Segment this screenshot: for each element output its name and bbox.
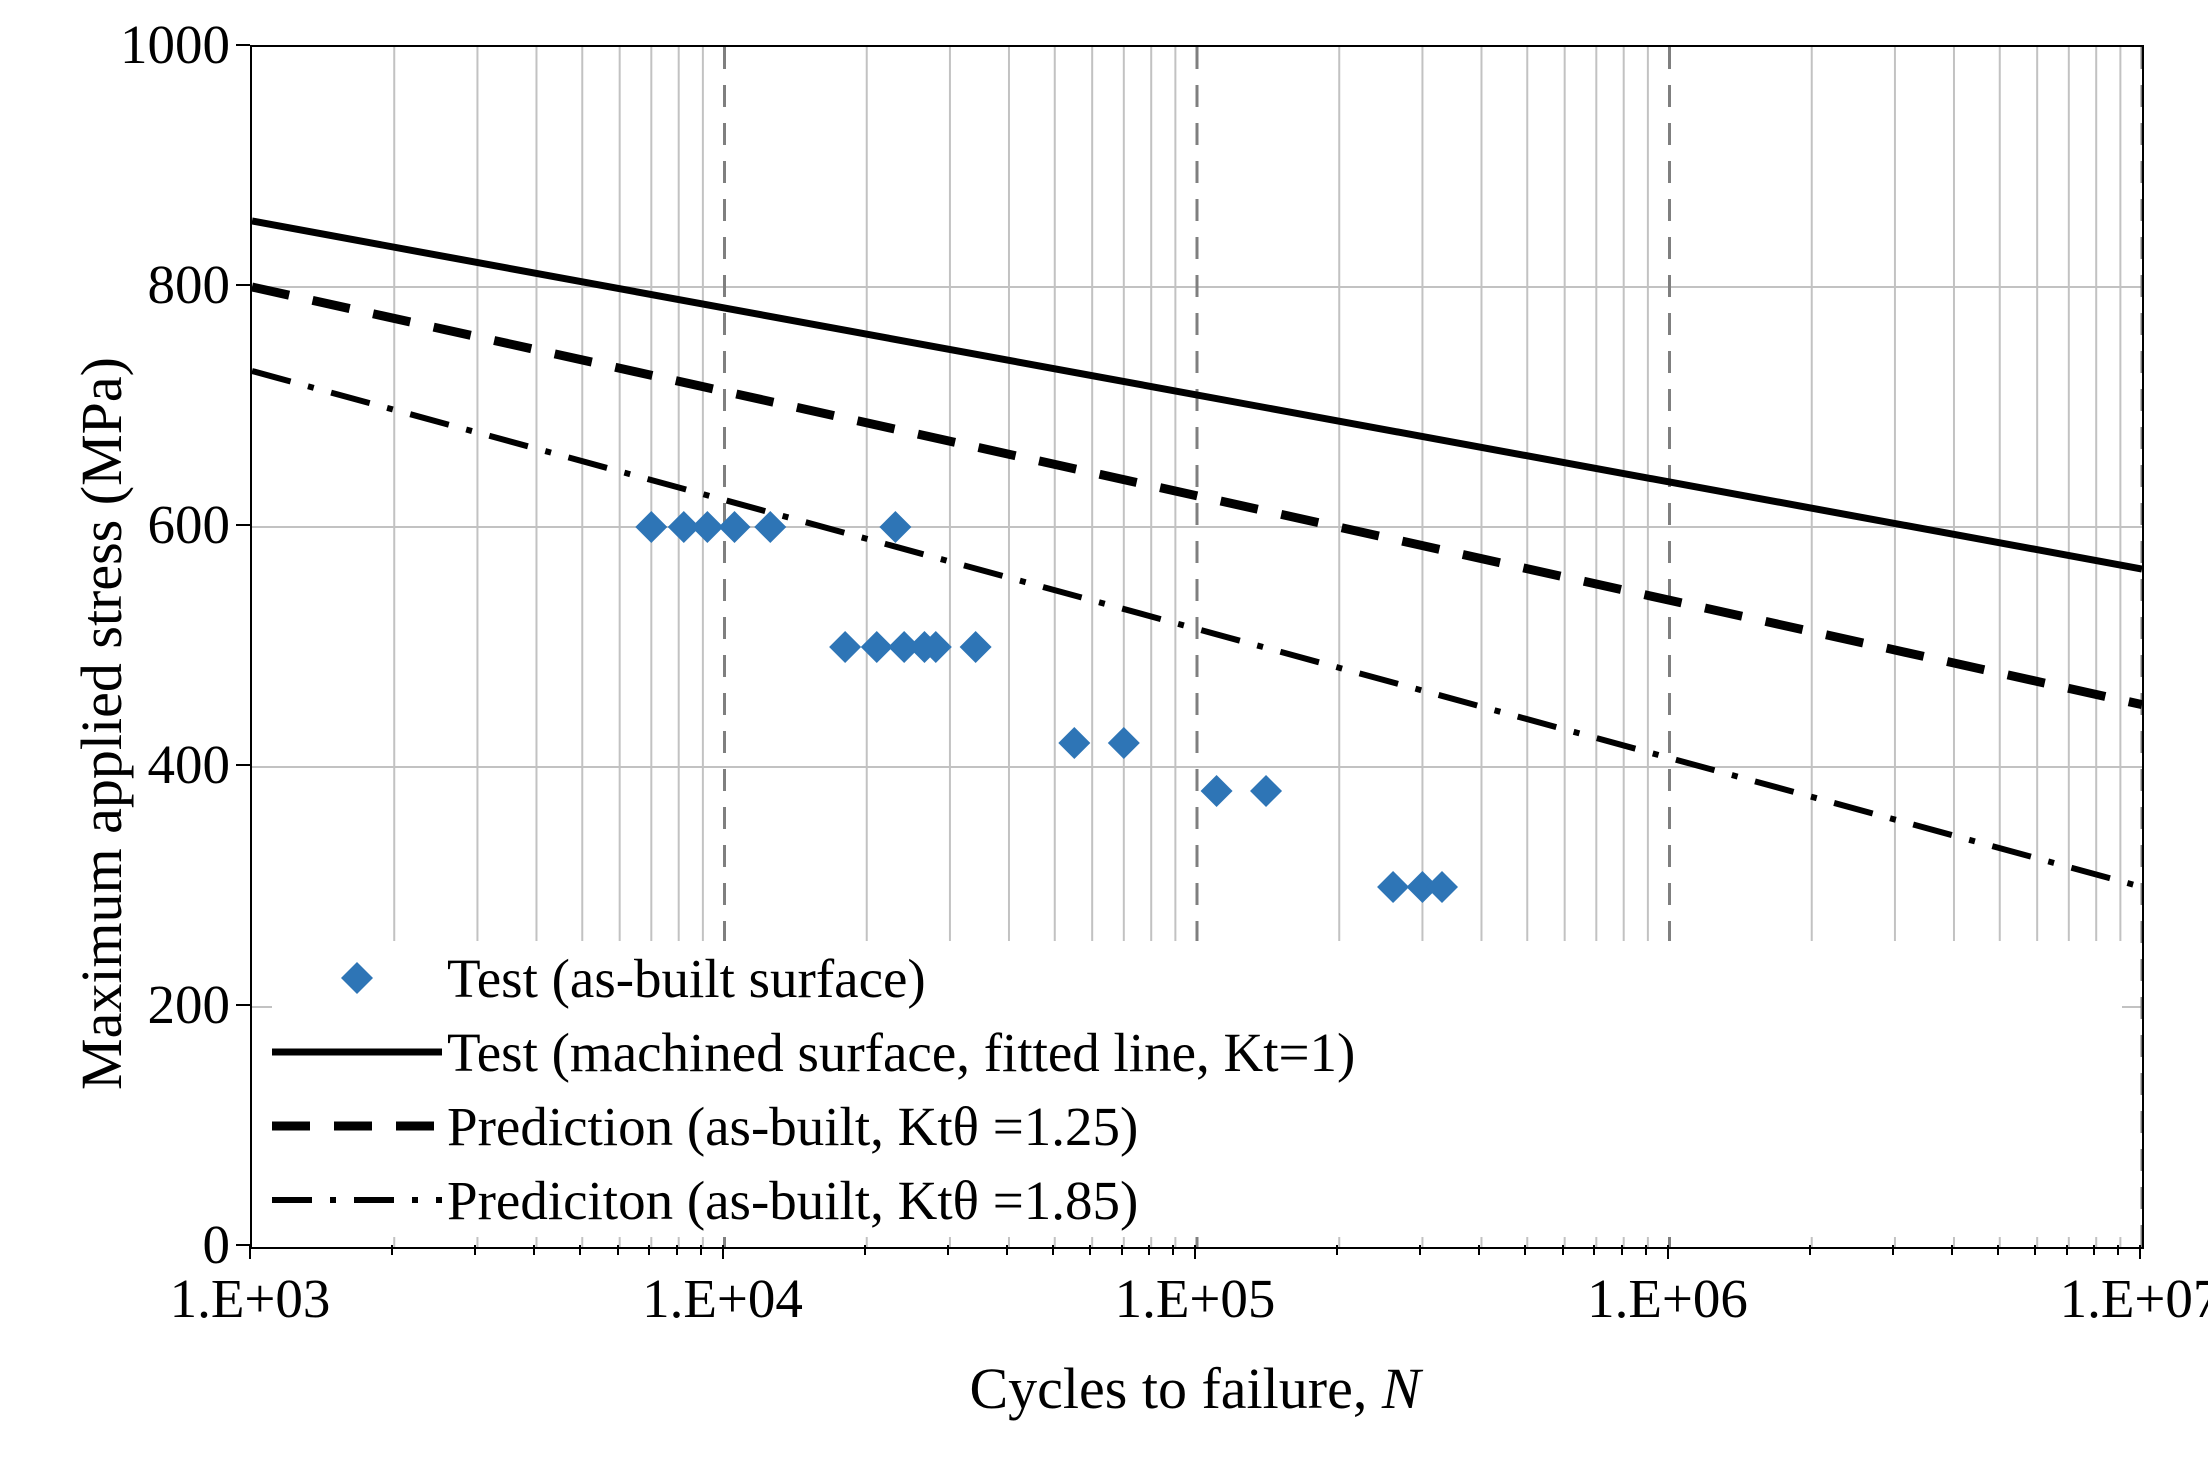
- x-minor-tick-mark: [947, 1245, 949, 1255]
- x-minor-tick-mark: [648, 1245, 650, 1255]
- x-minor-tick-mark: [700, 1245, 702, 1255]
- x-tick-label: 1.E+05: [1115, 1267, 1276, 1330]
- legend-label: Test (as-built surface): [447, 947, 926, 1010]
- legend-swatch: [272, 1096, 442, 1156]
- x-minor-tick-mark: [1089, 1245, 1091, 1255]
- x-tick-mark: [1667, 1245, 1669, 1259]
- x-tick-mark: [2139, 1245, 2141, 1259]
- x-minor-tick-mark: [1006, 1245, 1008, 1255]
- x-minor-tick-mark: [1621, 1245, 1623, 1255]
- x-tick-label: 1.E+07: [2060, 1267, 2208, 1330]
- y-tick-label: 1000: [100, 13, 230, 76]
- x-minor-tick-mark: [1121, 1245, 1123, 1255]
- legend-label: Test (machined surface, fitted line, Kt=…: [447, 1021, 1355, 1084]
- legend-label: Prediction (as-built, Ktθ =1.25): [447, 1095, 1138, 1158]
- y-tick-mark: [236, 1244, 250, 1246]
- x-minor-tick-mark: [1951, 1245, 1953, 1255]
- x-minor-tick-mark: [2034, 1245, 2036, 1255]
- legend-row: Prediction (as-built, Ktθ =1.25): [272, 1089, 2122, 1163]
- x-tick-label: 1.E+03: [170, 1267, 331, 1330]
- x-minor-tick-mark: [864, 1245, 866, 1255]
- y-tick-mark: [236, 764, 250, 766]
- y-tick-mark: [236, 524, 250, 526]
- x-minor-tick-mark: [391, 1245, 393, 1255]
- x-minor-tick-mark: [2066, 1245, 2068, 1255]
- x-tick-label: 1.E+04: [642, 1267, 803, 1330]
- x-minor-tick-mark: [1593, 1245, 1595, 1255]
- x-minor-tick-mark: [1997, 1245, 1999, 1255]
- legend-label: Prediciton (as-built, Ktθ =1.85): [447, 1169, 1138, 1232]
- x-minor-tick-mark: [1172, 1245, 1174, 1255]
- x-axis-label: Cycles to failure, N: [970, 1355, 1421, 1422]
- x-minor-tick-mark: [1645, 1245, 1647, 1255]
- y-tick-mark: [236, 284, 250, 286]
- x-tick-mark: [1194, 1245, 1196, 1259]
- x-minor-tick-mark: [1419, 1245, 1421, 1255]
- x-minor-tick-mark: [474, 1245, 476, 1255]
- legend-swatch: [272, 1170, 442, 1230]
- x-minor-tick-mark: [617, 1245, 619, 1255]
- x-minor-tick-mark: [1892, 1245, 1894, 1255]
- legend-swatch: [272, 1022, 442, 1082]
- y-tick-label: 800: [100, 253, 230, 316]
- legend-row: Test (machined surface, fitted line, Kt=…: [272, 1015, 2122, 1089]
- x-tick-mark: [722, 1245, 724, 1259]
- x-tick-mark: [249, 1245, 251, 1259]
- legend-swatch: [272, 948, 442, 1008]
- x-minor-tick-mark: [1478, 1245, 1480, 1255]
- x-minor-tick-mark: [533, 1245, 535, 1255]
- plot-area: Test (as-built surface) Test (machined su…: [250, 45, 2144, 1249]
- legend-row: Prediciton (as-built, Ktθ =1.85): [272, 1163, 2122, 1237]
- legend: Test (as-built surface) Test (machined su…: [272, 941, 2122, 1237]
- sn-chart: Maximum applied stress (MPa) 02004006008…: [0, 0, 2208, 1481]
- x-minor-tick-mark: [579, 1245, 581, 1255]
- x-minor-tick-mark: [1809, 1245, 1811, 1255]
- y-tick-label: 600: [100, 493, 230, 556]
- x-minor-tick-mark: [2117, 1245, 2119, 1255]
- x-minor-tick-mark: [1052, 1245, 1054, 1255]
- x-minor-tick-mark: [1336, 1245, 1338, 1255]
- legend-row: Test (as-built surface): [272, 941, 2122, 1015]
- x-minor-tick-mark: [2093, 1245, 2095, 1255]
- x-minor-tick-mark: [1524, 1245, 1526, 1255]
- y-tick-label: 400: [100, 733, 230, 796]
- x-minor-tick-mark: [676, 1245, 678, 1255]
- x-minor-tick-mark: [1148, 1245, 1150, 1255]
- x-tick-label: 1.E+06: [1587, 1267, 1748, 1330]
- y-tick-mark: [236, 1004, 250, 1006]
- x-minor-tick-mark: [1562, 1245, 1564, 1255]
- y-tick-label: 200: [100, 973, 230, 1036]
- y-tick-mark: [236, 44, 250, 46]
